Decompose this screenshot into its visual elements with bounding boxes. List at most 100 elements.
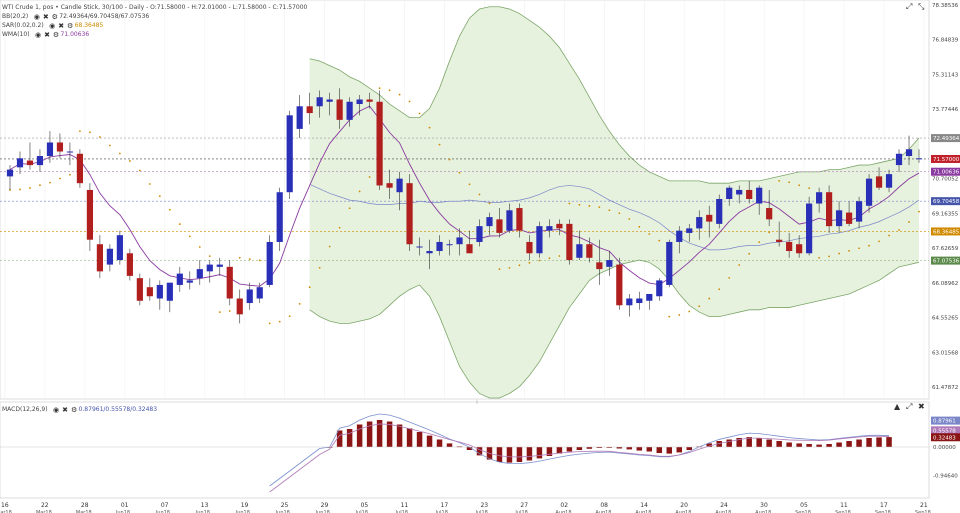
macd-histogram-bar xyxy=(726,439,732,447)
candle-body xyxy=(766,208,773,220)
sar-dot xyxy=(638,225,641,228)
gear-icon[interactable]: ⚙ xyxy=(70,405,78,414)
sar-dot xyxy=(748,252,751,255)
x-axis-month-label: Jul18 xyxy=(514,510,527,513)
close-icon[interactable]: ✖ xyxy=(58,21,65,30)
gear-icon[interactable]: ⚙ xyxy=(52,30,60,39)
x-axis-month-label: Aug18 xyxy=(715,510,731,513)
legend-sar-row: SAR(0.02,0.2) ◉ ✖ ⚙ 68.36485 xyxy=(2,21,311,30)
macd-histogram-bar xyxy=(356,424,363,447)
eye-icon[interactable]: ◉ xyxy=(33,12,40,21)
candle-body xyxy=(276,192,283,242)
sar-dot xyxy=(458,171,461,174)
sar-dot xyxy=(448,158,451,161)
candle-body xyxy=(146,287,153,297)
sar-dot xyxy=(628,218,631,220)
eye-icon[interactable]: ◉ xyxy=(49,21,56,30)
macd-pane xyxy=(0,401,930,499)
close-icon[interactable]: ✖ xyxy=(44,30,50,39)
macd-histogram-bar xyxy=(566,447,573,452)
macd-histogram-bar xyxy=(706,443,712,447)
x-axis-day-label: 02 xyxy=(560,502,568,509)
gear-icon[interactable]: ⚙ xyxy=(51,12,58,21)
sar-dot xyxy=(438,143,441,146)
expand-icon[interactable]: ⤢ xyxy=(906,2,913,11)
eye-icon[interactable]: ◉ xyxy=(34,30,42,39)
x-axis-day-label: 16 xyxy=(1,502,9,509)
x-axis-day-label: 29 xyxy=(321,502,329,509)
x-axis-day-label: 30 xyxy=(760,502,768,509)
y-axis-tick-label: 78.38536 xyxy=(932,3,959,9)
move-up-icon[interactable]: ▲ xyxy=(894,402,901,411)
candle-body xyxy=(326,99,333,102)
candle-body xyxy=(835,210,843,227)
macd-histogram-bar xyxy=(366,421,373,447)
macd-histogram-bar xyxy=(496,447,503,462)
sar-dot xyxy=(208,255,211,258)
candle-body xyxy=(306,106,313,114)
macd-marker-box xyxy=(931,433,960,442)
candle-body xyxy=(746,189,753,199)
sar-dot xyxy=(678,314,681,316)
x-axis-day-label: 07 xyxy=(161,502,169,509)
price-marker-label: 71.00636 xyxy=(933,170,960,176)
y-axis-tick-label: 69.16355 xyxy=(932,211,959,217)
sar-dot xyxy=(718,288,721,291)
sar-dot xyxy=(258,259,261,262)
x-axis-day-label: 01 xyxy=(121,502,129,509)
macd-histogram-bar xyxy=(416,432,423,447)
sar-dot xyxy=(738,264,741,266)
close-icon[interactable]: ✖ xyxy=(62,405,69,414)
macd-histogram-bar xyxy=(826,444,832,447)
sar-dot xyxy=(568,202,571,205)
x-axis-day-label: 13 xyxy=(201,502,209,509)
close-icon[interactable]: ✖ xyxy=(42,12,49,21)
expand-icon[interactable]: ⤢ xyxy=(906,402,913,411)
macd-histogram-bar xyxy=(646,447,653,452)
candle-body xyxy=(616,264,623,306)
candle-body xyxy=(776,239,783,242)
macd-histogram-bar xyxy=(836,442,842,447)
price-marker-box xyxy=(931,256,960,265)
legend-macd-label: MACD(12,26,9) xyxy=(2,406,48,413)
close-icon[interactable]: ✖ xyxy=(918,402,925,411)
pane-resize-handle[interactable]: ⁞ xyxy=(476,399,478,406)
sar-dot xyxy=(808,187,811,190)
candle-body xyxy=(216,264,223,267)
macd-histogram-bar xyxy=(636,447,643,451)
candle-body xyxy=(296,106,303,129)
candle-body xyxy=(236,298,243,315)
sar-dot xyxy=(538,259,541,262)
sar-dot xyxy=(788,181,791,184)
candle-body xyxy=(706,214,713,222)
legend-macd-values: 0.87961/0.55578/0.32483 xyxy=(78,406,158,413)
candle-body xyxy=(536,226,543,254)
candle-body xyxy=(885,174,893,188)
candle-body xyxy=(726,187,733,199)
macd-histogram-bar xyxy=(446,443,453,447)
candle-body xyxy=(226,266,233,299)
candle-body xyxy=(16,158,24,168)
candle-body xyxy=(526,241,533,254)
macd-histogram-bar xyxy=(376,420,383,447)
macd-histogram-bar xyxy=(616,447,623,449)
candle-body xyxy=(546,226,553,231)
candle-body xyxy=(816,192,823,204)
x-axis-month-label: Jun18 xyxy=(155,510,170,513)
candle-body xyxy=(406,183,413,245)
sar-dot xyxy=(798,184,801,187)
macd-histogram-bar xyxy=(596,447,603,448)
sar-dot xyxy=(398,93,401,96)
x-axis-month-label: Sep18 xyxy=(875,510,891,513)
eye-icon[interactable]: ◉ xyxy=(53,405,60,414)
x-axis-day-label: 20 xyxy=(680,502,688,509)
sar-dot xyxy=(178,223,181,225)
maximize-icon[interactable]: ⤡ xyxy=(918,2,925,11)
x-axis-month-label: Sep18 xyxy=(915,510,931,513)
price-marker-box xyxy=(931,167,960,176)
gear-icon[interactable]: ⚙ xyxy=(67,21,74,30)
legend-macd-row: MACD(12,26,9) ◉ ✖ ⚙ 0.87961/0.55578/0.32… xyxy=(2,405,161,414)
macd-legend: MACD(12,26,9) ◉ ✖ ⚙ 0.87961/0.55578/0.32… xyxy=(2,405,161,414)
macd-marker-box xyxy=(931,416,960,425)
candle-body xyxy=(486,217,493,227)
